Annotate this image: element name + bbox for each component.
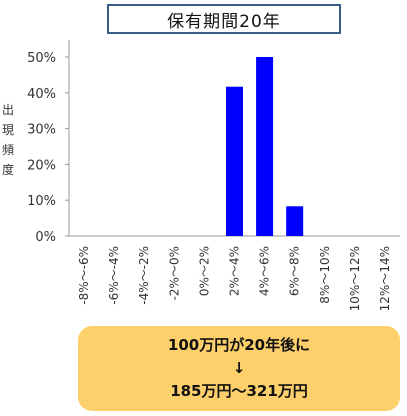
y-tick-label: 20% — [27, 158, 56, 173]
bar — [256, 57, 274, 236]
x-tick-label: -8%〜-6% — [77, 246, 91, 305]
x-tick-label: 4%〜6% — [258, 246, 272, 296]
y-tick-label: 0% — [35, 230, 56, 245]
x-tick-label: 2%〜4% — [228, 246, 242, 296]
chart-title-box: 保有期間20年 — [107, 4, 341, 34]
y-axis-label: 出現頻度 — [1, 103, 14, 177]
bar — [226, 86, 243, 237]
x-tick-label: 6%〜8% — [288, 246, 302, 296]
bar-chart: 0% 10% 20% 30% 40% 50% -8%〜-6% -6%〜-4% -4%〜-2% -2… — [27, 40, 400, 311]
x-tick-label: 10%〜12% — [348, 246, 362, 311]
callout-line-2: 185万円〜321万円 — [170, 382, 308, 400]
x-tick-label: 0%〜2% — [197, 246, 211, 296]
x-tick-label: -2%〜0% — [167, 246, 181, 300]
callout-line-1: 100万円が20年後に — [167, 336, 311, 354]
result-callout: 100万円が20年後に ↓ 185万円〜321万円 — [78, 326, 400, 411]
callout-arrow: ↓ — [232, 359, 246, 377]
x-tick-label: -6%〜-4% — [107, 246, 121, 305]
x-tick-label: -4%〜-2% — [137, 246, 151, 305]
x-tick-label: 8%〜10% — [318, 246, 332, 304]
y-tick-label: 10% — [27, 194, 56, 209]
x-tick-label: 12%〜14% — [378, 246, 392, 311]
y-tick-label: 50% — [27, 51, 56, 66]
bar — [286, 206, 304, 236]
y-tick-label: 30% — [27, 123, 56, 138]
y-tick-label: 40% — [27, 87, 56, 102]
chart-title: 保有期間20年 — [167, 11, 281, 32]
